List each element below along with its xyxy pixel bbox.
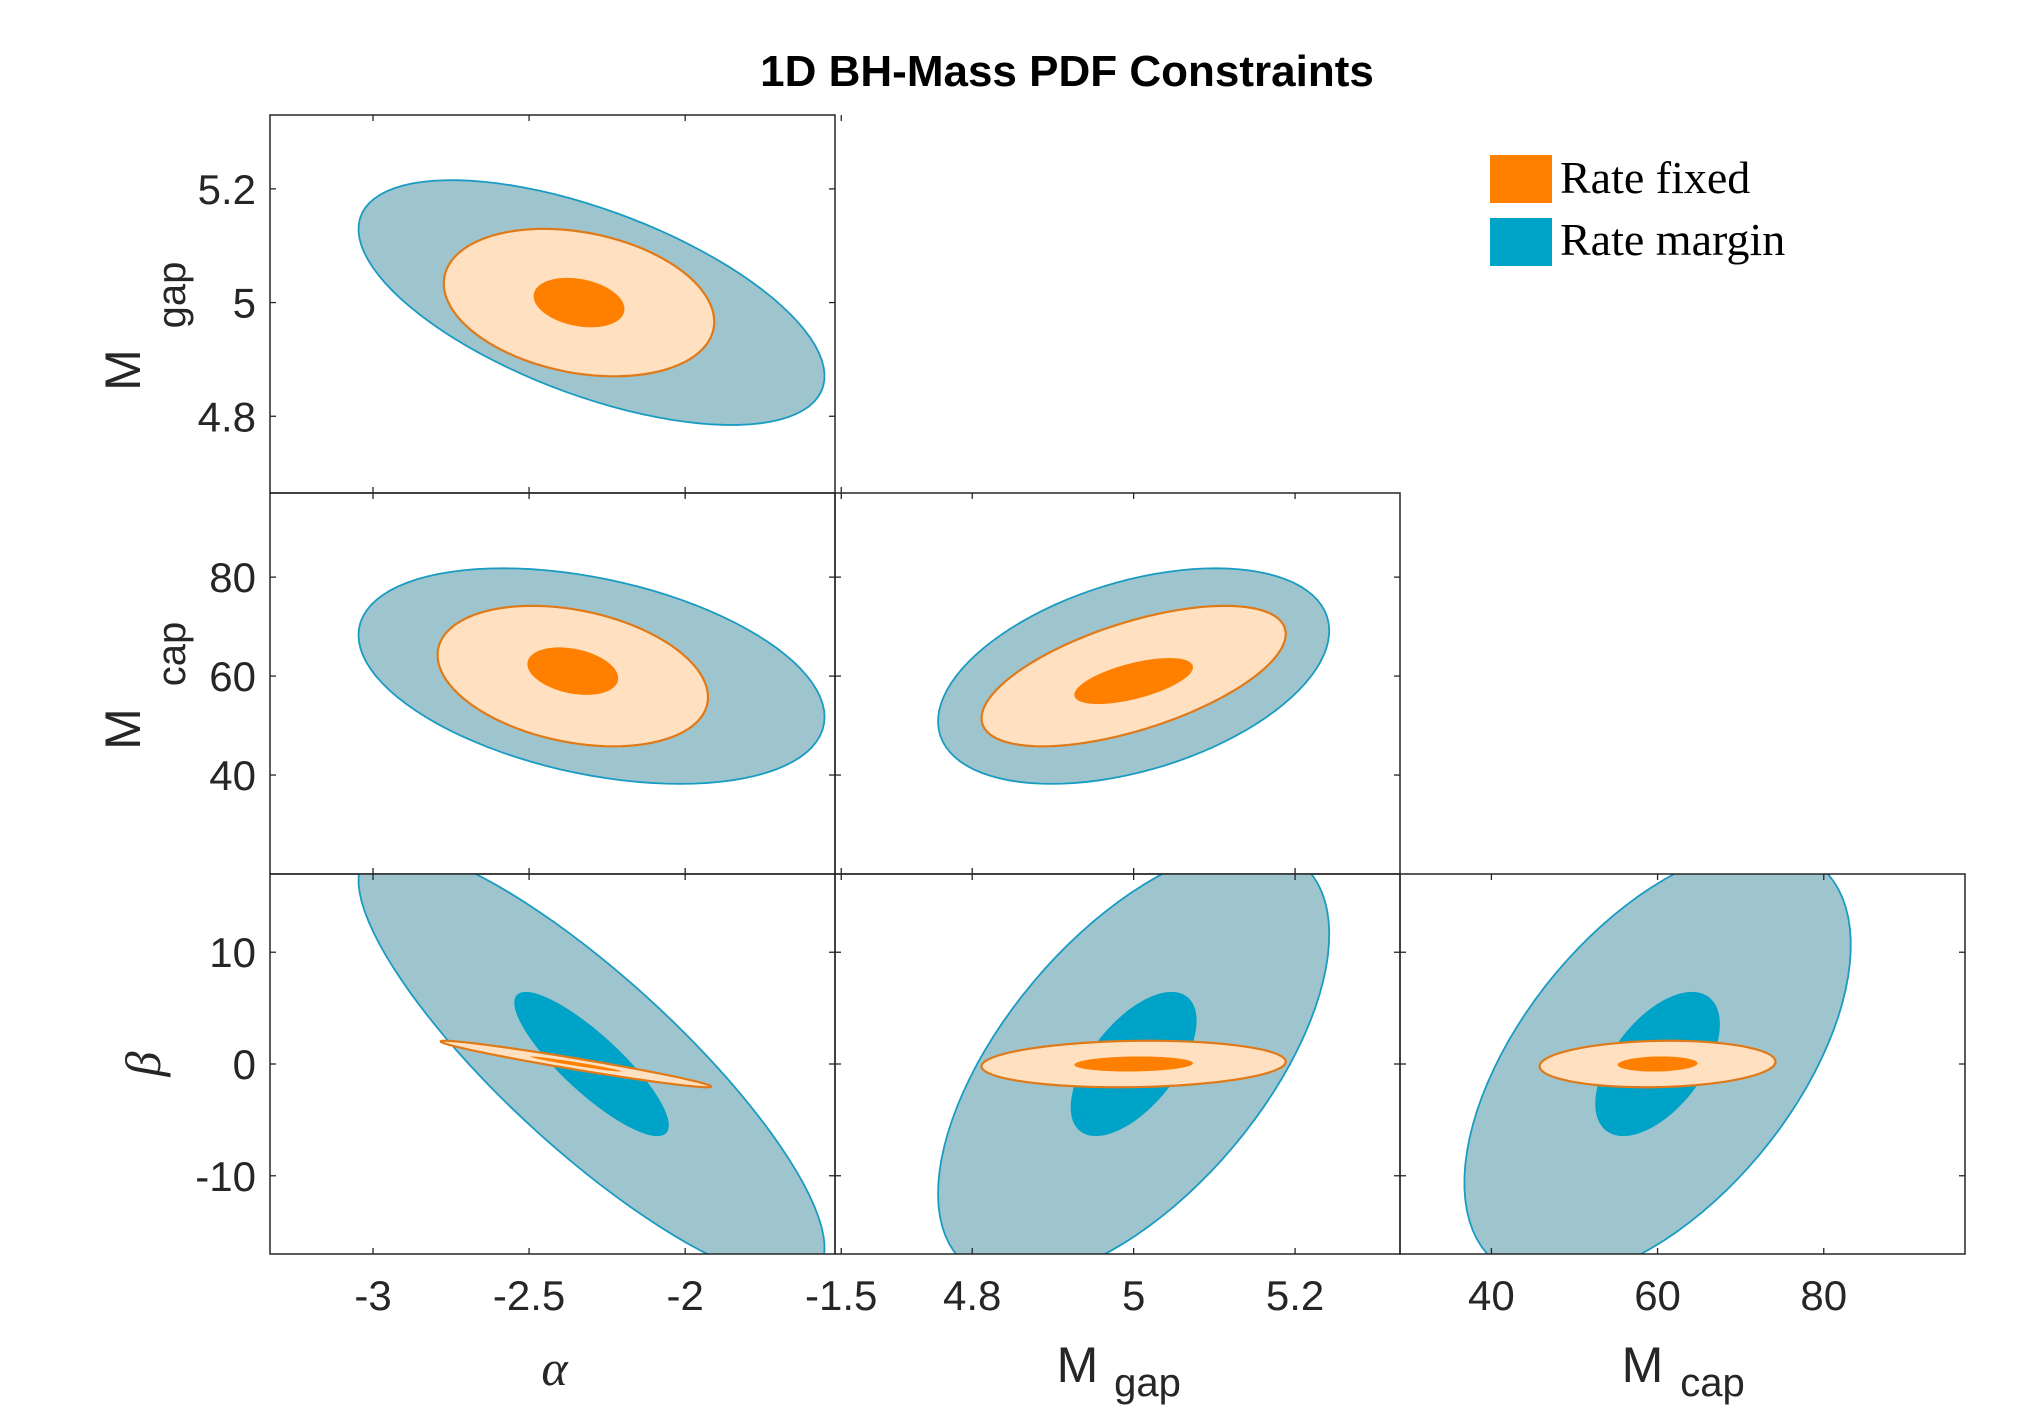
contours — [357, 567, 826, 785]
y-axis-sub-mgap: gap — [150, 262, 194, 329]
x-tick-label: 4.8 — [943, 1272, 1001, 1319]
panel-alpha-mcap: 40 60 80 — [209, 492, 842, 875]
y-tick-label: 60 — [209, 653, 256, 700]
x-axis-sub-mcap: cap — [1680, 1361, 1745, 1405]
y-tick-label: 40 — [209, 752, 256, 799]
y-tick-label: 0 — [233, 1041, 256, 1088]
x-tick-label: 40 — [1468, 1272, 1515, 1319]
contours — [937, 874, 1331, 1254]
y-tick-label: 5 — [233, 280, 256, 327]
panel-alpha-mgap: 4.8 5 5.2 — [198, 114, 842, 494]
x-tick-label: -3 — [354, 1272, 391, 1319]
panels-layer: 4.8 5 5.2 40 60 80 -3 -2.5 -2 -1.5 -10 0 10 4.8 5 5.2 40… — [195, 114, 1966, 1319]
contours — [1463, 874, 1852, 1254]
panel-mgap-beta: 4.8 5 5.2 — [834, 873, 1401, 1319]
legend-swatch-rate-fixed — [1490, 155, 1552, 203]
x-tick-label: -2.5 — [493, 1272, 565, 1319]
x-tick-label: 5 — [1122, 1272, 1145, 1319]
y-tick-label: 4.8 — [198, 393, 256, 440]
x-axis-label-mgap: M — [1057, 1337, 1099, 1393]
y-tick-label: 80 — [209, 554, 256, 601]
panel-alpha-beta: -3 -2.5 -2 -1.5 -10 0 10 — [195, 873, 877, 1319]
y-tick-label: 5.2 — [198, 166, 256, 213]
x-axis-label-mcap: M — [1622, 1337, 1664, 1393]
legend-label-rate-fixed: Rate fixed — [1560, 152, 1750, 203]
x-tick-label: -2 — [666, 1272, 703, 1319]
y-tick-label: -10 — [195, 1153, 256, 1200]
panel-mcap-beta: 40 60 80 — [1399, 873, 1966, 1319]
x-tick-label: 80 — [1800, 1272, 1847, 1319]
rate-fixed-inner-contour — [1617, 1056, 1698, 1072]
legend: Rate fixed Rate margin — [1490, 152, 1785, 266]
contours — [937, 567, 1331, 785]
rate-fixed-inner-contour — [530, 1056, 622, 1072]
rate-fixed-inner-contour — [533, 277, 625, 328]
panel-mgap-mcap — [834, 492, 1401, 875]
y-tick-label: 10 — [209, 929, 256, 976]
x-tick-label: 5.2 — [1266, 1272, 1324, 1319]
x-axis-sub-mgap: gap — [1114, 1361, 1181, 1405]
y-axis-label-beta: β — [115, 1051, 171, 1077]
chart-title: 1D BH-Mass PDF Constraints — [760, 47, 1374, 96]
x-axis-label-alpha: α — [541, 1340, 569, 1396]
y-axis-sub-mcap: cap — [150, 622, 194, 687]
rate-fixed-inner-contour — [1074, 1056, 1193, 1072]
y-axis-label-mcap: M — [95, 708, 151, 750]
x-tick-label: 60 — [1634, 1272, 1681, 1319]
legend-label-rate-margin: Rate margin — [1560, 214, 1785, 265]
contours — [357, 874, 826, 1254]
y-axis-label-mgap: M — [95, 349, 151, 391]
contours — [357, 179, 826, 426]
legend-swatch-rate-margin — [1490, 218, 1552, 266]
x-tick-label: -1.5 — [805, 1272, 877, 1319]
rate-fixed-inner-contour — [527, 647, 619, 695]
rate-fixed-inner-contour — [1074, 658, 1193, 705]
